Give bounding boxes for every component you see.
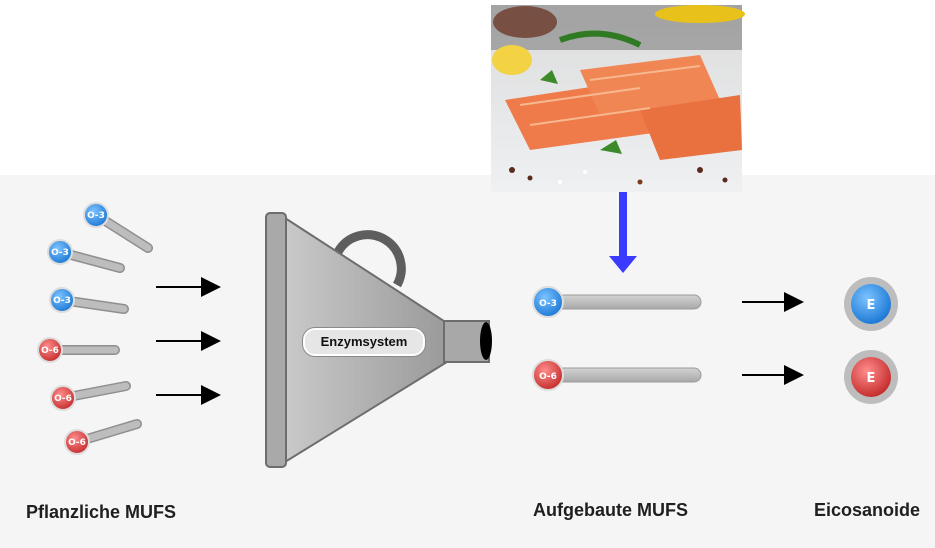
omega6-molecule: O-6 <box>50 381 131 411</box>
built-mufs-group: O-3 O-6 <box>532 286 702 391</box>
omega6-molecule: O-6 <box>37 337 120 363</box>
omega6-label: O-6 <box>539 372 557 382</box>
omega3-molecule: O-3 <box>49 287 129 314</box>
eicosanoid-label: E <box>867 298 876 313</box>
omega3-label: O-3 <box>51 248 69 258</box>
omega3-label: O-3 <box>53 296 71 306</box>
input-arrows <box>156 277 221 405</box>
output-arrows <box>742 292 804 385</box>
eicosanoids-label: Eicosanoide <box>814 500 921 520</box>
eicosanoid-blue: E <box>844 277 898 331</box>
omega3-molecule: O-3 <box>47 239 125 273</box>
omega6-label: O-6 <box>54 394 72 404</box>
omega6-molecule: O-6 <box>64 419 142 455</box>
down-arrow <box>609 192 637 273</box>
omega6-label: O-6 <box>41 346 59 356</box>
enzyme-system-label: Enzymsystem <box>303 328 425 356</box>
eicosanoid-group: E E <box>844 277 898 404</box>
plant-mufs-label: Pflanzliche MUFS <box>26 502 177 522</box>
built-mufs-label: Aufgebaute MUFS <box>533 500 688 520</box>
plant-mufs-group: O-3 O-3 O-3 O-6 O-6 <box>37 202 153 455</box>
salmon-photo <box>491 5 745 192</box>
omega3-chain: O-3 <box>532 286 702 318</box>
eicosanoid-red: E <box>844 350 898 404</box>
omega6-chain: O-6 <box>532 359 702 391</box>
omega3-label: O-3 <box>539 299 557 309</box>
omega6-label: O-6 <box>68 438 86 448</box>
omega3-molecule: O-3 <box>83 202 153 253</box>
eicosanoid-label: E <box>867 371 876 386</box>
omega3-label: O-3 <box>87 211 105 221</box>
